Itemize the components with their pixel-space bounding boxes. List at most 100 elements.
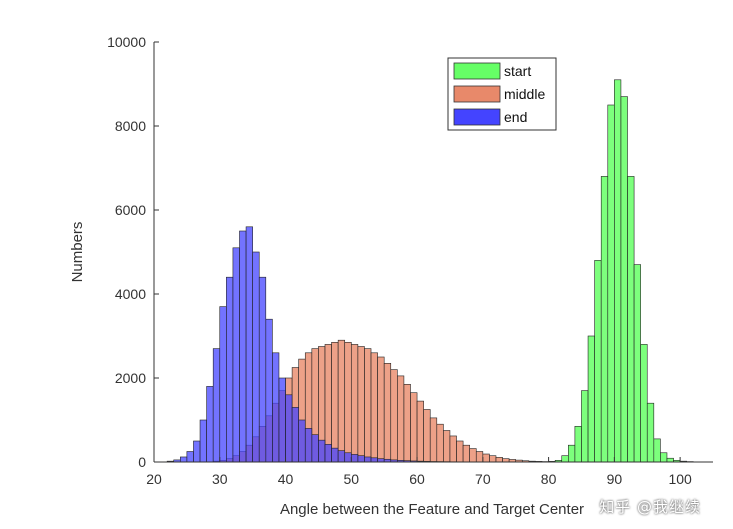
bar-middle [495, 457, 503, 463]
bar-middle [344, 341, 352, 463]
bar-end [337, 450, 346, 463]
bar-end [239, 230, 247, 463]
bar-middle [370, 352, 378, 463]
bar-end [291, 407, 299, 463]
legend-swatch-end [453, 108, 501, 126]
x-tick-label: 70 [475, 471, 491, 487]
bar-end [298, 419, 306, 463]
x-tick-label: 30 [212, 471, 228, 487]
y-tick-label: 8000 [115, 118, 146, 134]
x-tick-label: 50 [344, 471, 360, 487]
axes-layer: 20 30 40 50 60 70 80 90 100 0 2000 4000 6000 8000 100… [107, 34, 713, 487]
y-tick-label: 6000 [115, 202, 146, 218]
bar-middle [390, 369, 398, 463]
bars-layer [166, 79, 694, 463]
bar-start [646, 402, 655, 463]
y-axis-title: Numbers [69, 222, 86, 283]
bar-middle [350, 344, 359, 463]
bar-start [587, 335, 595, 463]
bar-start [633, 264, 641, 463]
bar-middle [364, 348, 372, 463]
bar-middle [456, 440, 464, 463]
legend-swatch-start [453, 62, 501, 80]
legend: start middle end [447, 57, 557, 131]
bar-end [212, 348, 221, 463]
bar-end [364, 456, 372, 463]
bar-middle [383, 362, 392, 463]
bar-start [561, 455, 569, 463]
bar-end [206, 386, 214, 463]
bar-end [278, 377, 286, 463]
bar-middle [337, 339, 346, 463]
bar-start [574, 425, 582, 463]
bar-end [180, 456, 188, 463]
bar-start [581, 390, 589, 463]
bar-end [311, 434, 319, 463]
x-tick-label: 60 [409, 471, 425, 487]
bar-middle [357, 346, 365, 463]
bar-end [331, 447, 339, 463]
bar-middle [397, 375, 405, 463]
bar-end [252, 251, 260, 463]
bar-middle [475, 451, 484, 463]
y-tick-label: 4000 [115, 286, 146, 302]
bar-start [600, 176, 609, 463]
bar-middle [469, 448, 477, 463]
bar-end [344, 452, 352, 463]
bar-end [226, 276, 234, 463]
watermark: 知乎 @我继续 [599, 498, 701, 516]
x-tick-label: 20 [146, 471, 162, 487]
bar-end [193, 440, 201, 463]
bar-middle [482, 453, 490, 463]
bar-start [653, 438, 661, 463]
bar-end [199, 419, 207, 463]
bar-end [258, 276, 267, 463]
bar-middle [502, 458, 510, 463]
y-tick-label: 2000 [115, 370, 146, 386]
bar-end [324, 444, 332, 463]
bar-end [219, 306, 227, 463]
bar-start [660, 452, 668, 463]
bar-start [627, 176, 635, 463]
bar-middle [462, 444, 470, 463]
x-tick-label: 90 [607, 471, 623, 487]
x-axis-title: Angle between the Feature and Target Cen… [280, 501, 584, 518]
bar-middle [449, 435, 457, 463]
y-tick-label: 0 [138, 454, 146, 470]
bar-start [568, 444, 576, 463]
bar-start [666, 457, 674, 463]
x-axis-ticks: 20 30 40 50 60 70 80 90 100 [146, 457, 692, 487]
bar-end [377, 458, 385, 463]
bar-end [232, 247, 240, 463]
bar-middle [416, 400, 424, 463]
bar-start [594, 260, 602, 463]
bar-end [265, 318, 273, 463]
bar-middle [443, 430, 451, 463]
bar-end [318, 439, 326, 463]
bar-end [285, 394, 293, 463]
x-tick-label: 100 [668, 471, 692, 487]
bar-start [614, 79, 622, 463]
bar-middle [331, 341, 339, 463]
x-tick-label: 80 [541, 471, 557, 487]
bar-end [186, 451, 194, 463]
series-start [541, 79, 694, 463]
bar-middle [410, 392, 418, 463]
bar-middle [429, 417, 438, 463]
bar-start [640, 344, 648, 463]
bar-end [245, 226, 253, 463]
bar-start [620, 96, 628, 463]
bar-middle [377, 356, 385, 463]
bar-end [350, 454, 359, 463]
bar-end [357, 455, 365, 463]
bar-end [370, 457, 378, 463]
legend-label-start: start [504, 63, 531, 79]
x-tick-label: 40 [278, 471, 294, 487]
bar-end [272, 352, 280, 463]
legend-label-end: end [504, 109, 527, 125]
y-tick-label: 10000 [107, 34, 146, 50]
legend-swatch-middle [453, 85, 501, 103]
bar-middle [436, 423, 444, 463]
y-axis-ticks: 0 2000 4000 6000 8000 10000 [107, 34, 159, 470]
